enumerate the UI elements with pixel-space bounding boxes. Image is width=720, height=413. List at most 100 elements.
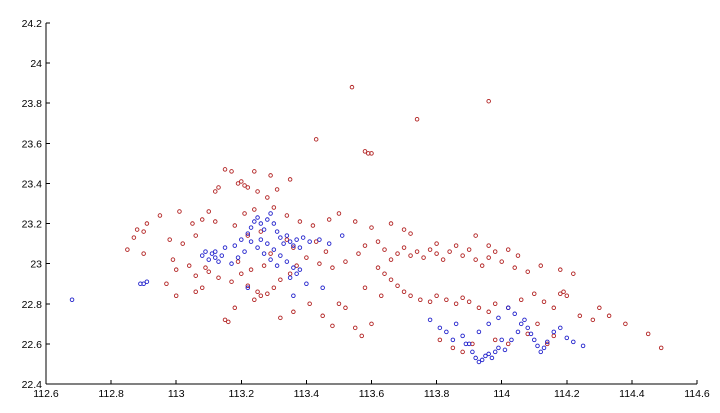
data-point: [245, 233, 251, 238]
data-point: [473, 355, 478, 361]
y-tick-label: 23.8: [22, 98, 43, 110]
data-point: [395, 283, 400, 288]
data-point: [157, 213, 163, 218]
data-point: [278, 235, 283, 240]
data-point: [476, 305, 482, 311]
data-point: [216, 185, 221, 190]
data-point: [395, 251, 400, 256]
data-point: [434, 293, 439, 299]
data-point: [326, 217, 332, 222]
y-tick-label: 23.4: [22, 178, 43, 190]
data-point: [382, 247, 387, 252]
data-point: [453, 321, 459, 327]
data-point: [167, 237, 172, 242]
data-point: [281, 241, 286, 246]
data-point: [278, 253, 283, 258]
data-point: [235, 181, 241, 186]
data-point: [242, 211, 247, 216]
data-point: [320, 313, 325, 319]
data-point: [245, 185, 251, 190]
data-point: [408, 231, 413, 236]
data-point: [541, 345, 547, 351]
data-point: [571, 339, 576, 345]
data-point: [294, 271, 299, 276]
data-point: [265, 241, 270, 246]
data-point: [551, 333, 557, 339]
data-point: [193, 273, 198, 278]
data-point: [213, 189, 218, 194]
data-point: [297, 219, 303, 224]
data-point: [206, 257, 211, 262]
data-point: [460, 333, 465, 339]
x-tick-label: 114.2: [554, 388, 580, 400]
data-point: [512, 265, 517, 270]
data-point: [287, 275, 293, 280]
data-point: [561, 289, 566, 294]
data-point: [528, 331, 534, 337]
data-point: [375, 239, 381, 244]
data-point: [447, 249, 452, 254]
data-point: [232, 305, 238, 311]
data-point: [535, 343, 540, 349]
data-point: [525, 269, 530, 274]
y-tick-label: 24: [30, 58, 42, 70]
data-point: [304, 281, 309, 286]
data-point: [356, 251, 361, 256]
data-point: [518, 297, 524, 303]
data-point: [239, 179, 244, 184]
data-point: [401, 245, 407, 250]
data-point: [213, 255, 218, 260]
data-point: [388, 277, 394, 282]
data-point: [239, 271, 244, 276]
y-tick-label: 22.6: [22, 339, 43, 351]
y-tick-label: 23.2: [22, 219, 43, 231]
series-1: [69, 211, 586, 365]
data-point: [479, 357, 485, 363]
data-point: [375, 265, 381, 270]
data-point: [216, 259, 221, 264]
data-point: [242, 249, 247, 254]
chart-axes: 112.6 112.8 113 113.2 113.4 113.6 113.8 114 114.…: [22, 18, 710, 400]
data-point: [232, 223, 238, 228]
data-point: [466, 299, 472, 305]
data-point: [193, 233, 198, 238]
data-point: [336, 301, 342, 307]
data-point: [362, 285, 368, 290]
data-point: [401, 227, 407, 232]
data-point: [255, 189, 260, 194]
data-point: [235, 255, 241, 260]
data-point: [427, 317, 433, 323]
data-point: [300, 235, 306, 240]
data-point: [222, 245, 228, 250]
data-point: [141, 229, 146, 234]
series-0: [125, 84, 664, 355]
data-point: [291, 309, 296, 315]
data-point: [284, 233, 290, 238]
data-point: [339, 233, 345, 238]
data-point: [492, 301, 498, 307]
data-point: [535, 321, 540, 327]
y-tick-label: 23.6: [22, 138, 43, 150]
data-point: [505, 247, 511, 252]
data-point: [388, 221, 394, 226]
data-point: [486, 255, 491, 260]
data-point: [252, 297, 257, 303]
data-point: [232, 243, 238, 248]
data-point: [284, 259, 290, 264]
data-point: [177, 209, 182, 214]
data-point: [258, 293, 264, 299]
data-point: [434, 251, 439, 256]
data-point: [473, 233, 478, 238]
data-point: [336, 211, 342, 216]
data-point: [551, 329, 557, 335]
x-tick-label: 113.8: [424, 388, 450, 400]
data-point: [505, 305, 511, 311]
data-point: [268, 257, 273, 262]
data-point: [268, 211, 273, 216]
data-point: [278, 277, 283, 282]
data-point: [245, 285, 251, 290]
data-point: [125, 247, 130, 252]
x-tick-label: 112.6: [33, 388, 59, 400]
data-point: [258, 221, 264, 226]
data-point: [190, 221, 195, 226]
